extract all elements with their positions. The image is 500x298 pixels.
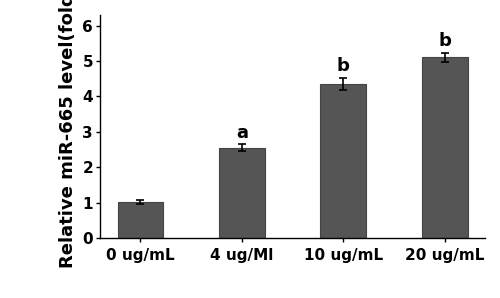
Text: b: b [337, 57, 349, 75]
Text: b: b [438, 32, 451, 50]
Text: a: a [236, 124, 248, 142]
Bar [320, 84, 366, 238]
Bar [422, 58, 468, 238]
Bar [219, 148, 264, 238]
Y-axis label: Relative miR-665 level(fold): Relative miR-665 level(fold) [59, 0, 77, 268]
Bar [118, 202, 163, 238]
